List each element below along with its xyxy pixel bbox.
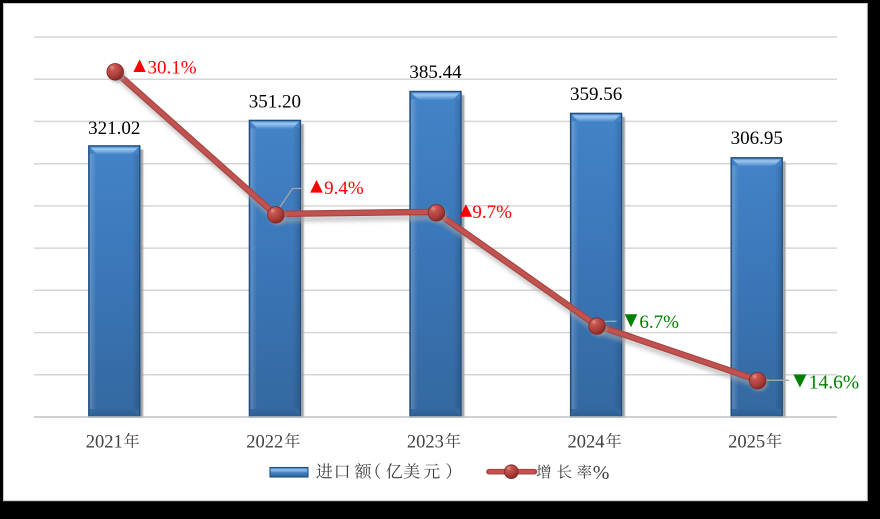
svg-text:2022: 2022	[246, 433, 283, 453]
svg-text:14.6%: 14.6%	[809, 373, 859, 394]
svg-text:351.20: 351.20	[249, 92, 301, 113]
svg-text:2025: 2025	[728, 433, 765, 453]
svg-text:9.4%: 9.4%	[324, 178, 364, 199]
svg-text:30.1%: 30.1%	[148, 57, 197, 78]
svg-text:9.7%: 9.7%	[472, 202, 512, 223]
svg-text:306.95: 306.95	[731, 128, 783, 149]
svg-text:%: %	[593, 462, 610, 484]
svg-text:385.44: 385.44	[409, 62, 462, 83]
svg-text:2024: 2024	[568, 433, 605, 453]
svg-text:321.02: 321.02	[88, 118, 140, 139]
svg-text:2023: 2023	[407, 433, 444, 453]
svg-text:359.56: 359.56	[570, 84, 622, 105]
svg-text:6.7%: 6.7%	[639, 312, 679, 333]
svg-text:2021: 2021	[86, 433, 123, 453]
